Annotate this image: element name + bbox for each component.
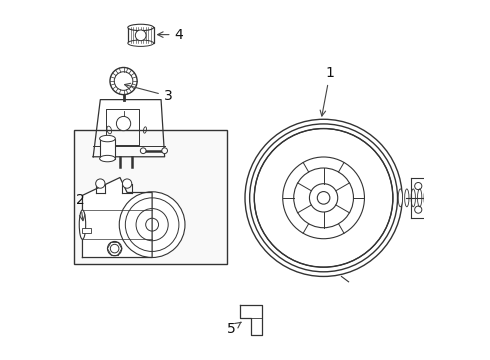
Ellipse shape <box>398 189 402 207</box>
Circle shape <box>110 67 137 95</box>
Circle shape <box>119 192 185 257</box>
Ellipse shape <box>128 24 153 31</box>
Bar <box>82 228 92 233</box>
Ellipse shape <box>405 189 409 207</box>
Text: 5: 5 <box>227 322 241 336</box>
Polygon shape <box>93 100 165 157</box>
Circle shape <box>122 179 132 188</box>
Ellipse shape <box>417 189 422 207</box>
Circle shape <box>140 148 146 154</box>
Polygon shape <box>82 177 152 257</box>
Ellipse shape <box>99 156 115 162</box>
Bar <box>128 27 153 43</box>
Ellipse shape <box>99 135 115 142</box>
Text: 2: 2 <box>75 193 85 221</box>
Ellipse shape <box>128 40 153 46</box>
Circle shape <box>135 30 146 41</box>
Ellipse shape <box>79 210 86 239</box>
Bar <box>99 139 115 158</box>
Circle shape <box>107 242 122 256</box>
Bar <box>74 130 227 264</box>
Ellipse shape <box>437 189 441 207</box>
Ellipse shape <box>430 189 435 207</box>
Circle shape <box>318 192 330 204</box>
Text: 1: 1 <box>320 66 335 116</box>
Circle shape <box>162 148 168 154</box>
Text: 4: 4 <box>158 28 183 42</box>
Circle shape <box>96 179 105 188</box>
Text: 3: 3 <box>124 83 172 103</box>
Ellipse shape <box>424 189 428 207</box>
Circle shape <box>254 129 393 267</box>
Ellipse shape <box>411 189 416 207</box>
Polygon shape <box>241 305 262 335</box>
Circle shape <box>117 116 131 131</box>
